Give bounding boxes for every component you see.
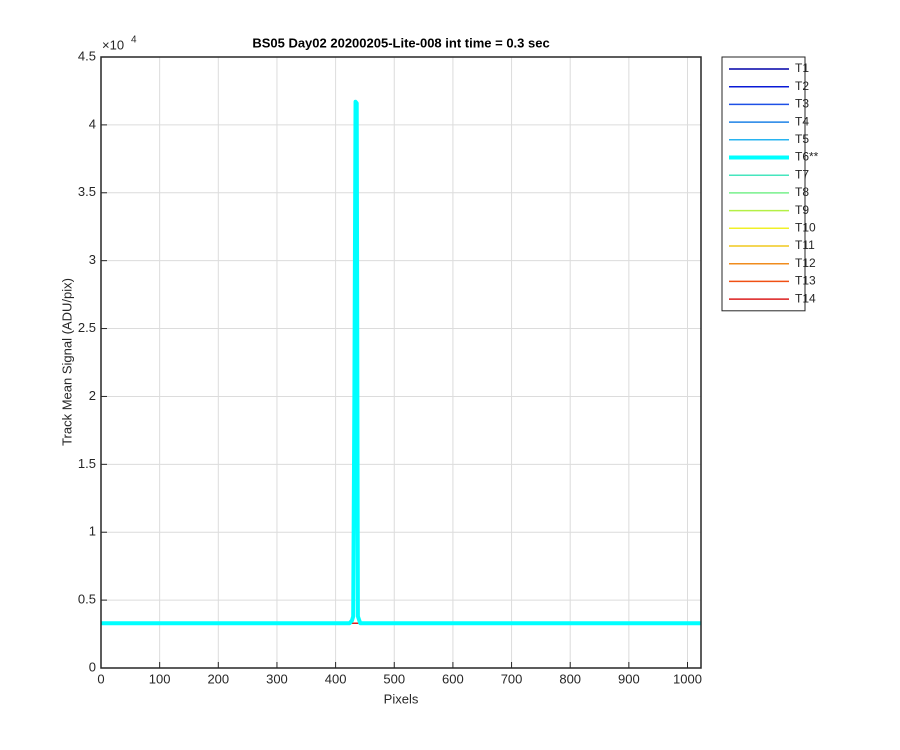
- legend-label: T3: [795, 97, 809, 111]
- legend-label: T11: [795, 238, 815, 252]
- axes-box: [100, 56, 702, 669]
- y-tick-label: 3.5: [78, 184, 96, 199]
- y-tick-label: 0.5: [78, 592, 96, 607]
- y-axis-label: Track Mean Signal (ADU/pix): [59, 278, 74, 446]
- x-tick-label: 300: [266, 671, 288, 686]
- x-tick-label: 1000: [673, 671, 702, 686]
- y-tick-label: 4.5: [78, 48, 96, 63]
- x-tick-label: 800: [559, 671, 581, 686]
- series-line: [101, 99, 701, 626]
- y-tick-label: 4: [89, 116, 96, 131]
- x-tick-label: 0: [97, 671, 104, 686]
- legend-label: T2: [795, 79, 809, 93]
- legend-label: T10: [795, 220, 816, 234]
- plot-area: [101, 57, 701, 668]
- x-tick-label: 600: [442, 671, 464, 686]
- y-tick-label: 0: [89, 659, 96, 674]
- x-axis-label: Pixels: [384, 691, 419, 706]
- y-multiplier: ×10: [102, 37, 124, 52]
- legend-label: T4: [795, 114, 809, 128]
- y-tick-label: 2.5: [78, 320, 96, 335]
- legend-label: T8: [795, 185, 809, 199]
- y-tick-label: 1: [89, 524, 96, 539]
- chart-title: BS05 Day02 20200205-Lite-008 int time = …: [252, 35, 549, 50]
- legend-label: T14: [795, 291, 816, 305]
- y-tick-label: 3: [89, 252, 96, 267]
- x-tick-label: 700: [501, 671, 523, 686]
- legend-label: T1: [795, 61, 809, 75]
- x-tick-label: 900: [618, 671, 640, 686]
- legend-label: T9: [795, 203, 809, 217]
- legend-label: T7: [795, 167, 809, 181]
- legend-label: T5: [795, 132, 809, 146]
- y-multiplier-exponent: 4: [131, 35, 137, 46]
- y-tick-label: 1.5: [78, 456, 96, 471]
- legend-label: T13: [795, 274, 816, 288]
- x-tick-label: 200: [207, 671, 229, 686]
- x-tick-label: 400: [325, 671, 347, 686]
- y-tick-label: 2: [89, 388, 96, 403]
- x-tick-label: 500: [383, 671, 405, 686]
- legend-label: T6**: [795, 150, 819, 164]
- x-tick-label: 100: [149, 671, 171, 686]
- legend-box: [721, 56, 806, 312]
- legend-label: T12: [795, 256, 816, 270]
